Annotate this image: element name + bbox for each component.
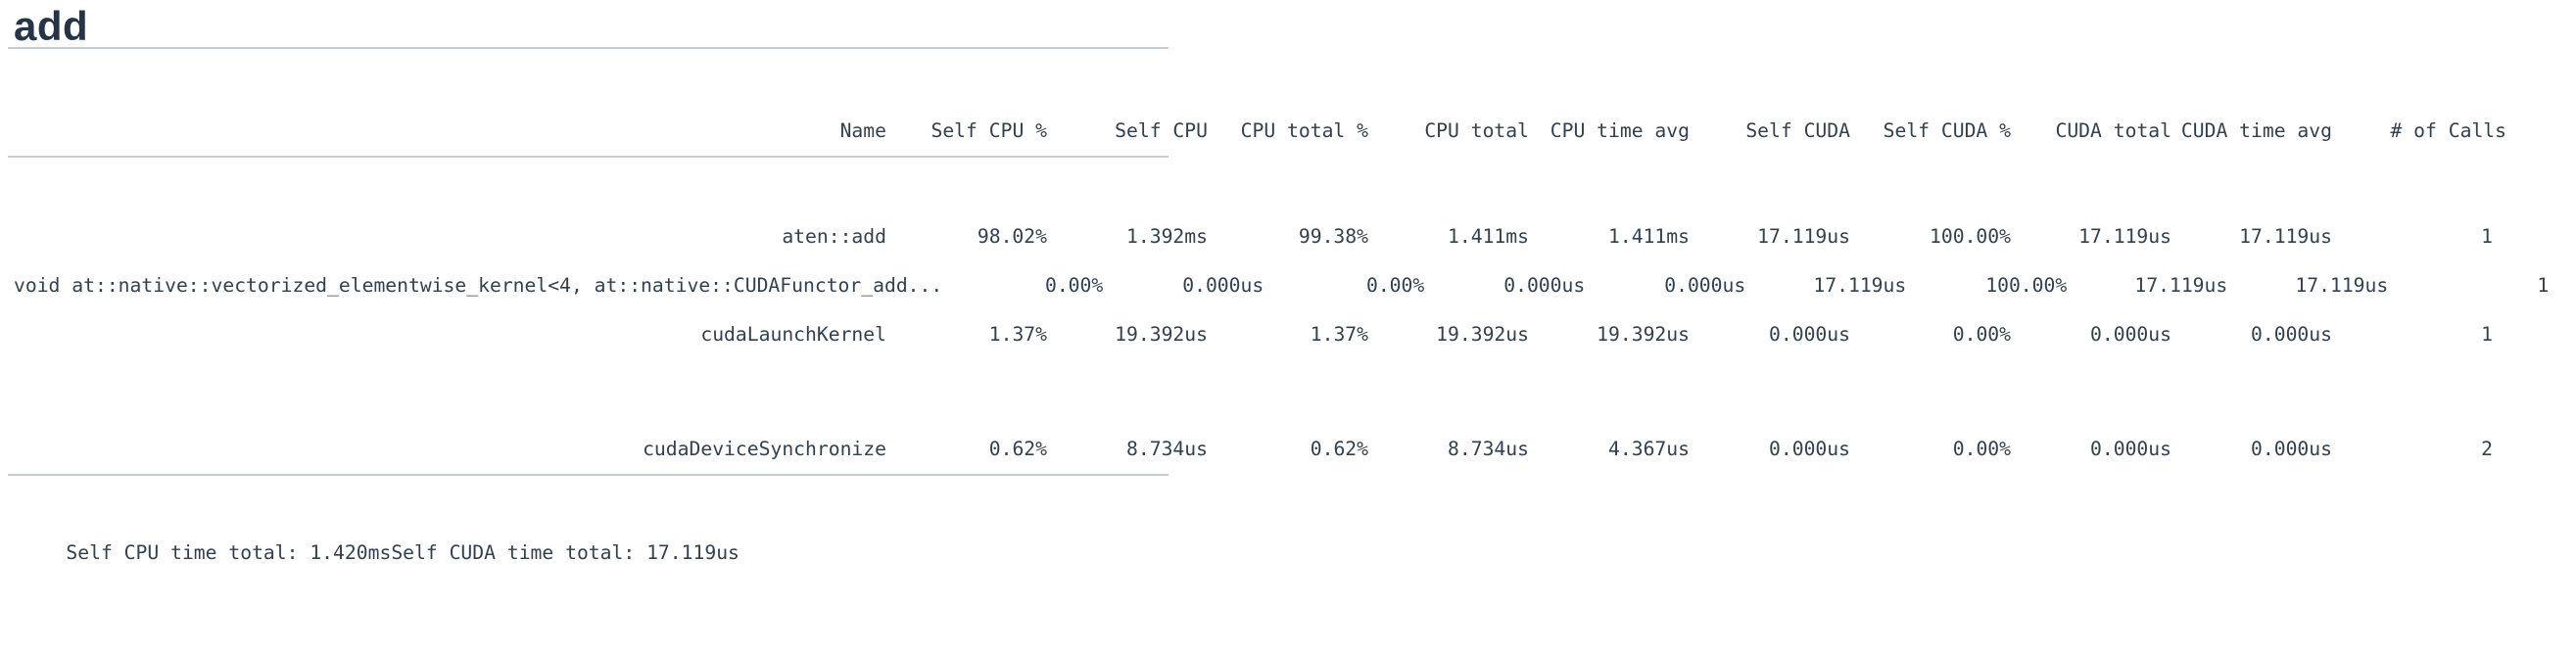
cell-self-cuda-pct: 100.00% <box>1985 274 2068 297</box>
cell-self-cpu: 1.392ms <box>1126 225 1208 248</box>
table-body: aten::add 98.02% 1.392ms 99.38% 1.411ms … <box>14 212 2576 474</box>
cell-cuda-time-avg: 0.000us <box>2251 323 2332 346</box>
table-row-vectorized-kernel: void at::native::vectorized_elementwise_… <box>14 261 2576 310</box>
cell-cuda-time-avg: 17.119us <box>2295 274 2389 297</box>
title-divider <box>8 47 1169 49</box>
cell-cpu-total: 1.411ms <box>1448 225 1529 248</box>
table-row-aten-add: aten::add 98.02% 1.392ms 99.38% 1.411ms … <box>14 212 2576 261</box>
cell-self-cuda: 0.000us <box>1769 438 1850 460</box>
cell-name: void at::native::vectorized_elementwise_… <box>14 274 943 297</box>
cell-self-cuda: 0.000us <box>1769 323 1850 346</box>
cell-self-cpu: 19.392us <box>1115 323 1208 346</box>
cell-self-cpu-pct: 0.62% <box>988 438 1047 460</box>
cell-cpu-total-pct: 0.00% <box>1365 274 1425 297</box>
self-cuda-time-total: Self CUDA time total: 17.119us <box>391 541 739 564</box>
cell-cpu-total: 0.000us <box>1503 274 1586 297</box>
cell-cpu-total-pct: 0.62% <box>1310 438 1368 460</box>
header-cell-self-cpu-pct: Self CPU % <box>930 119 1047 142</box>
cell-self-cpu-pct: 1.37% <box>988 323 1047 346</box>
cell-cuda-total: 0.000us <box>2090 323 2171 346</box>
header-cell-self-cuda-pct: Self CUDA % <box>1883 119 2011 142</box>
header-cell-num-calls: # of Calls <box>2390 119 2506 142</box>
cell-name: cudaDeviceSynchronize <box>643 438 886 460</box>
cell-cuda-total: 0.000us <box>2090 438 2171 460</box>
cell-self-cpu-pct: 98.02% <box>977 225 1047 248</box>
cell-cpu-time-avg: 1.411ms <box>1608 225 1690 248</box>
cell-cpu-total: 8.734us <box>1448 438 1529 460</box>
header-cell-cuda-total: CUDA total <box>2055 119 2171 142</box>
page-title: add <box>14 3 89 49</box>
cell-name: cudaLaunchKernel <box>700 323 886 346</box>
cell-cuda-time-avg: 0.000us <box>2251 438 2332 460</box>
cell-cpu-total-pct: 99.38% <box>1298 225 1368 248</box>
cell-cuda-total: 17.119us <box>2078 225 2171 248</box>
profiler-report: add Name Self CPU % Self CPU CPU total %… <box>0 6 2576 627</box>
cell-cuda-time-avg: 17.119us <box>2239 225 2332 248</box>
cell-cpu-time-avg: 0.000us <box>1664 274 1746 297</box>
cell-num-calls: 1 <box>2481 225 2493 248</box>
cell-self-cuda-pct: 0.00% <box>1952 438 2011 460</box>
header-divider <box>8 156 1169 158</box>
totals-footer: Self CPU time total: 1.420msSelf CUDA ti… <box>14 480 2576 627</box>
header-cell-self-cpu: Self CPU <box>1115 119 1208 142</box>
header-cell-cpu-time-avg: CPU time avg <box>1550 119 1690 142</box>
cell-self-cuda: 17.119us <box>1813 274 1907 297</box>
cell-cuda-total: 17.119us <box>2134 274 2228 297</box>
table-header-row: Name Self CPU % Self CPU CPU total % CPU… <box>14 107 2576 156</box>
cell-cpu-total: 19.392us <box>1436 323 1529 346</box>
cell-num-calls: 1 <box>2481 323 2493 346</box>
cell-self-cuda: 17.119us <box>1757 225 1850 248</box>
header-cell-cpu-total: CPU total <box>1424 119 1529 142</box>
cell-self-cpu-pct: 0.00% <box>1044 274 1104 297</box>
table-row-cuda-device-synchronize: cudaDeviceSynchronize 0.62% 8.734us 0.62… <box>14 425 2576 474</box>
header-cell-cpu-total-pct: CPU total % <box>1240 119 1368 142</box>
table-row-cuda-launch-kernel: cudaLaunchKernel 1.37% 19.392us 1.37% 19… <box>14 310 2576 359</box>
cell-cpu-total-pct: 1.37% <box>1310 323 1368 346</box>
cell-cpu-time-avg: 4.367us <box>1608 438 1690 460</box>
cell-num-calls: 1 <box>2537 274 2550 297</box>
cell-cpu-time-avg: 19.392us <box>1597 323 1690 346</box>
cell-self-cuda-pct: 100.00% <box>1930 225 2011 248</box>
cell-name: aten::add <box>782 225 886 248</box>
empty-row <box>14 359 2576 425</box>
cell-self-cpu: 0.000us <box>1182 274 1264 297</box>
header-cell-self-cuda: Self CUDA <box>1745 119 1850 142</box>
cell-self-cuda-pct: 0.00% <box>1952 323 2011 346</box>
footer-divider <box>8 474 1169 476</box>
cell-num-calls: 2 <box>2481 438 2493 460</box>
cell-self-cpu: 8.734us <box>1126 438 1208 460</box>
header-cell-cuda-time-avg: CUDA time avg <box>2180 119 2332 142</box>
header-cell-name: Name <box>839 119 886 142</box>
self-cpu-time-total: Self CPU time total: 1.420ms <box>66 541 392 564</box>
